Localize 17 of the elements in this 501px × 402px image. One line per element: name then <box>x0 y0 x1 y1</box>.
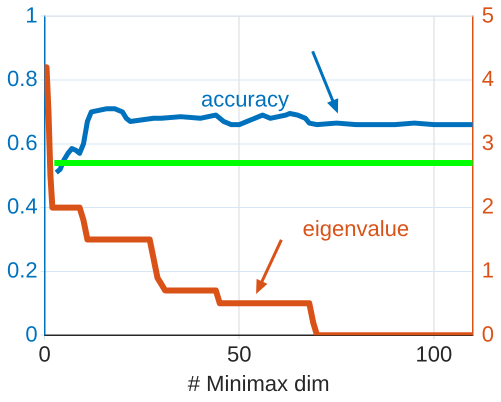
annotation: accuracy <box>200 86 289 112</box>
y-tick-label: 0.2 <box>6 257 38 282</box>
y2-tick-label: 3 <box>482 130 494 155</box>
x-tick-label: 50 <box>226 341 252 366</box>
y-tick-label: 0.4 <box>6 194 38 219</box>
y2-tick-label: 0 <box>482 321 494 346</box>
y2-tick-label: 4 <box>482 66 494 92</box>
y-tick-label: 0.8 <box>6 66 38 92</box>
x-axis-title: # Minimax dim <box>188 370 330 396</box>
y-tick-label: 1 <box>25 2 38 28</box>
y-tick-label: 0 <box>25 321 38 346</box>
x-tick-label: 100 <box>415 341 452 366</box>
y2-tick-label: 5 <box>482 2 494 28</box>
y-tick-label: 0.6 <box>6 130 38 155</box>
annotation: eigenvalue <box>302 216 410 241</box>
y2-tick-label: 1 <box>482 257 494 282</box>
y2-tick-label: 2 <box>482 194 494 219</box>
